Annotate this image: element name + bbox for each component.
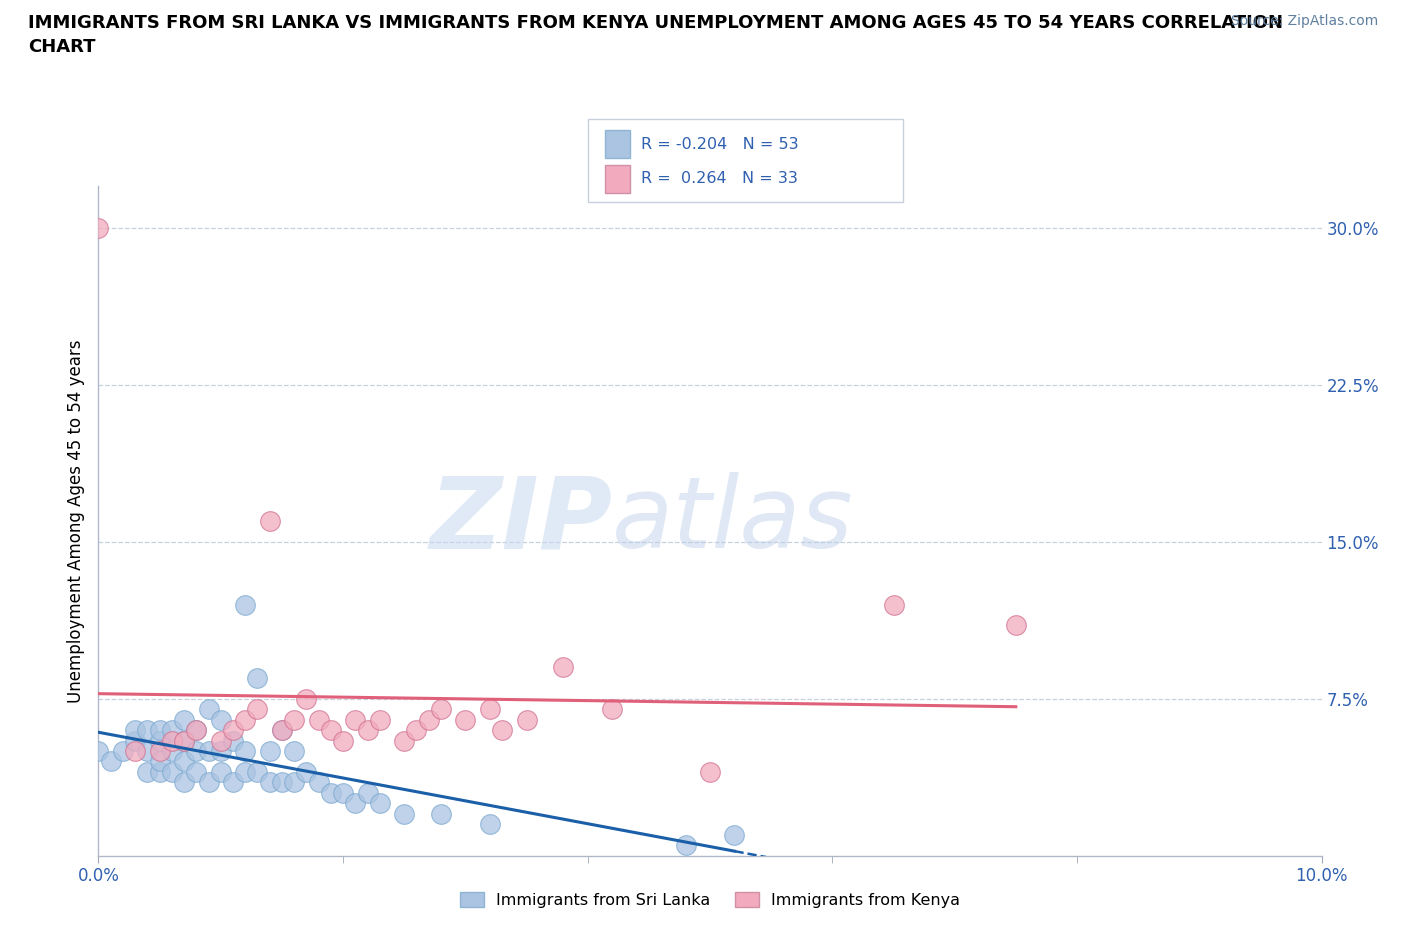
Text: atlas: atlas xyxy=(612,472,853,569)
Point xyxy=(149,733,172,748)
Point xyxy=(392,733,416,748)
Point xyxy=(136,723,159,737)
Point xyxy=(430,702,453,717)
Point xyxy=(209,712,232,727)
Point xyxy=(87,744,110,759)
Legend: Immigrants from Sri Lanka, Immigrants from Kenya: Immigrants from Sri Lanka, Immigrants fr… xyxy=(453,885,967,914)
Point xyxy=(233,764,256,779)
Point xyxy=(124,744,146,759)
Point xyxy=(319,785,342,800)
Point xyxy=(87,220,110,235)
Point xyxy=(344,712,367,727)
Point xyxy=(270,723,292,737)
Point xyxy=(136,744,159,759)
Point xyxy=(209,744,232,759)
Point xyxy=(405,723,427,737)
Point xyxy=(344,796,367,811)
Point xyxy=(186,744,208,759)
Point xyxy=(356,785,378,800)
Point xyxy=(149,754,172,769)
Point xyxy=(259,513,281,528)
Point xyxy=(283,744,305,759)
Point xyxy=(246,702,269,717)
Point xyxy=(149,764,172,779)
Point xyxy=(308,712,330,727)
Point xyxy=(270,723,292,737)
Point xyxy=(723,828,745,843)
Point xyxy=(283,712,305,727)
Point xyxy=(516,712,538,727)
Point xyxy=(332,785,354,800)
Point xyxy=(295,691,318,706)
Point xyxy=(209,733,232,748)
Point xyxy=(197,775,219,790)
Point xyxy=(222,775,245,790)
Point xyxy=(883,597,905,612)
Point xyxy=(222,723,245,737)
Point xyxy=(368,712,391,727)
Text: Source: ZipAtlas.com: Source: ZipAtlas.com xyxy=(1230,14,1378,28)
Point xyxy=(149,723,172,737)
Point xyxy=(699,764,721,779)
Point xyxy=(478,817,501,831)
Point xyxy=(100,754,122,769)
Point xyxy=(430,806,453,821)
Point xyxy=(173,712,195,727)
Text: IMMIGRANTS FROM SRI LANKA VS IMMIGRANTS FROM KENYA UNEMPLOYMENT AMONG AGES 45 TO: IMMIGRANTS FROM SRI LANKA VS IMMIGRANTS … xyxy=(28,14,1284,56)
Point xyxy=(491,723,513,737)
Point xyxy=(111,744,134,759)
Point xyxy=(197,702,219,717)
Point xyxy=(478,702,501,717)
Point xyxy=(173,733,195,748)
Point xyxy=(186,723,208,737)
Point xyxy=(246,671,269,685)
Text: R =  0.264   N = 33: R = 0.264 N = 33 xyxy=(641,171,799,186)
Point xyxy=(454,712,477,727)
Point xyxy=(600,702,623,717)
Point xyxy=(270,775,292,790)
Point xyxy=(259,775,281,790)
Point xyxy=(332,733,354,748)
Point xyxy=(283,775,305,790)
Point xyxy=(392,806,416,821)
Point xyxy=(356,723,378,737)
Point xyxy=(160,723,183,737)
Point xyxy=(233,744,256,759)
Point xyxy=(136,764,159,779)
Point xyxy=(233,597,256,612)
Text: ZIP: ZIP xyxy=(429,472,612,569)
Point xyxy=(173,754,195,769)
Point xyxy=(259,744,281,759)
Point xyxy=(222,733,245,748)
Point xyxy=(246,764,269,779)
Point xyxy=(197,744,219,759)
Point xyxy=(295,764,318,779)
Text: R = -0.204   N = 53: R = -0.204 N = 53 xyxy=(641,137,799,152)
Point xyxy=(308,775,330,790)
Point xyxy=(368,796,391,811)
Point xyxy=(186,764,208,779)
Point xyxy=(124,733,146,748)
Point xyxy=(149,744,172,759)
Point xyxy=(173,775,195,790)
Point xyxy=(124,723,146,737)
Point xyxy=(675,838,697,853)
Point xyxy=(173,733,195,748)
Point xyxy=(418,712,440,727)
Point xyxy=(233,712,256,727)
Point xyxy=(186,723,208,737)
Point xyxy=(319,723,342,737)
Point xyxy=(160,744,183,759)
Point xyxy=(1004,618,1026,633)
Y-axis label: Unemployment Among Ages 45 to 54 years: Unemployment Among Ages 45 to 54 years xyxy=(66,339,84,702)
Point xyxy=(553,660,575,675)
Point xyxy=(160,733,183,748)
Point xyxy=(160,764,183,779)
Point xyxy=(209,764,232,779)
